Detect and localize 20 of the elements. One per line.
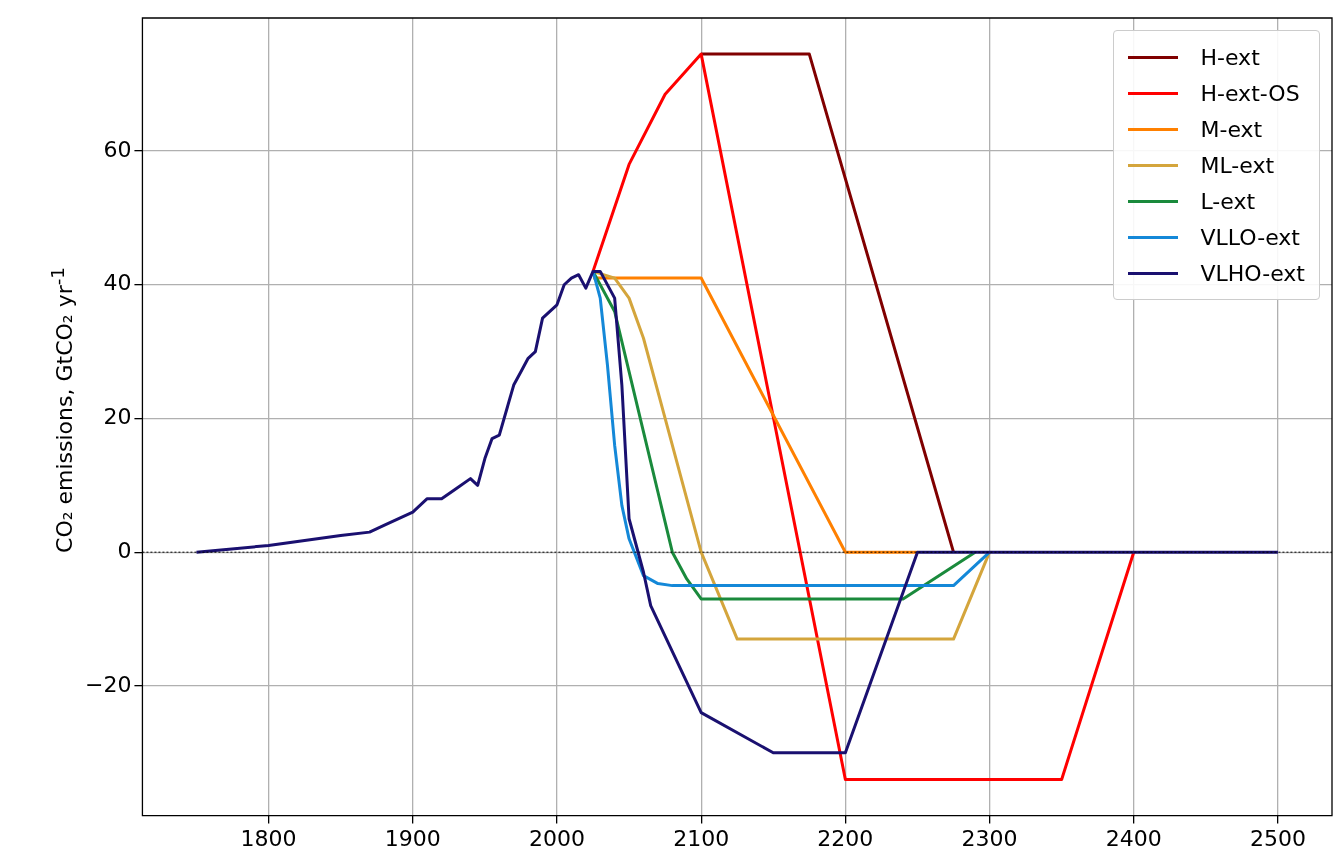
- x-tick-label: 1800: [240, 825, 297, 851]
- legend-label: M-ext: [1200, 116, 1263, 142]
- x-tick-label: 2200: [817, 825, 874, 851]
- x-tick-label: 2000: [528, 825, 585, 851]
- y-tick-label: 40: [103, 270, 132, 296]
- x-tick-label: 2300: [961, 825, 1018, 851]
- x-tick-label: 2500: [1249, 825, 1306, 851]
- y-tick-label: −20: [84, 671, 132, 697]
- y-tick-label: 0: [117, 537, 132, 563]
- legend-label: ML-ext: [1200, 152, 1275, 178]
- x-tick-label: 1900: [384, 825, 441, 851]
- x-tick-label: 2400: [1105, 825, 1162, 851]
- legend-label: H-ext-OS: [1200, 80, 1300, 106]
- y-tick-label: 20: [103, 404, 132, 430]
- legend-label: L-ext: [1200, 188, 1256, 214]
- legend-label: H-ext: [1200, 44, 1260, 70]
- legend-label: VLLO-ext: [1200, 224, 1300, 250]
- x-tick-label: 2100: [673, 825, 730, 851]
- y-tick-label: 60: [103, 136, 132, 162]
- legend-label: VLHO-ext: [1200, 260, 1305, 286]
